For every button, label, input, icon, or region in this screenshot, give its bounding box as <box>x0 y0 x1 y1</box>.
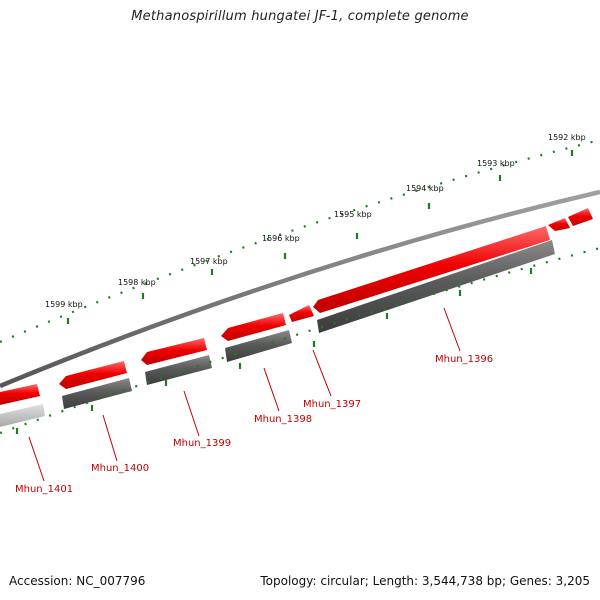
scale-label-1594: 1594 kbp <box>406 184 444 193</box>
scale-label-1598: 1598 kbp <box>118 278 156 287</box>
gene-labels: Mhun_1401 Mhun_1400 Mhun_1399 Mhun_1398 … <box>15 354 493 495</box>
protein-bar-1400[interactable] <box>62 378 132 409</box>
scale-label-1599: 1599 kbp <box>45 300 83 309</box>
gene-arrow-1397[interactable] <box>289 305 314 322</box>
gene-arrow-1398[interactable] <box>221 313 286 341</box>
inner-major-ticks <box>15 268 533 434</box>
scale-label-1593: 1593 kbp <box>477 159 515 168</box>
gene-label-1398[interactable]: Mhun_1398 <box>254 414 312 425</box>
protein-track <box>0 240 555 427</box>
gene-arrow-1401[interactable] <box>0 384 40 405</box>
gene-label-1401[interactable]: Mhun_1401 <box>15 484 73 495</box>
outer-major-ticks <box>66 150 574 324</box>
protein-bar-1396[interactable] <box>317 240 555 333</box>
gene-track <box>0 208 593 405</box>
scale-label-1597: 1597 kbp <box>190 257 228 266</box>
leader-lines <box>28 307 461 482</box>
scale-label-1592: 1592 kbp <box>548 133 586 142</box>
gene-label-1396[interactable]: Mhun_1396 <box>435 354 493 365</box>
gene-label-1399[interactable]: Mhun_1399 <box>173 438 231 449</box>
gene-label-1400[interactable]: Mhun_1400 <box>91 463 149 474</box>
genome-title: Methanospirillum hungatei JF-1, complete… <box>131 9 469 24</box>
genome-backbone <box>0 189 600 389</box>
gene-arrow-1396[interactable] <box>313 226 550 313</box>
protein-bar-1398[interactable] <box>225 330 292 362</box>
outer-scale-ticks <box>0 138 600 344</box>
gene-label-1397[interactable]: Mhun_1397 <box>303 399 361 410</box>
gene-arrow-small-b[interactable] <box>568 208 593 226</box>
gene-arrow-1399[interactable] <box>141 338 207 365</box>
protein-bar-1401[interactable] <box>0 404 45 427</box>
scale-label-1595: 1595 kbp <box>334 210 372 219</box>
scale-label-1596: 1596 kbp <box>262 234 300 243</box>
accession-text: Accession: NC_007796 <box>9 574 146 588</box>
topology-text: Topology: circular; Length: 3,544,738 bp… <box>260 574 590 588</box>
gene-arrow-small-a[interactable] <box>548 218 570 231</box>
scale-labels: 1599 kbp 1598 kbp 1597 kbp 1596 kbp 1595… <box>45 133 586 309</box>
gene-arrow-1400[interactable] <box>59 361 127 389</box>
